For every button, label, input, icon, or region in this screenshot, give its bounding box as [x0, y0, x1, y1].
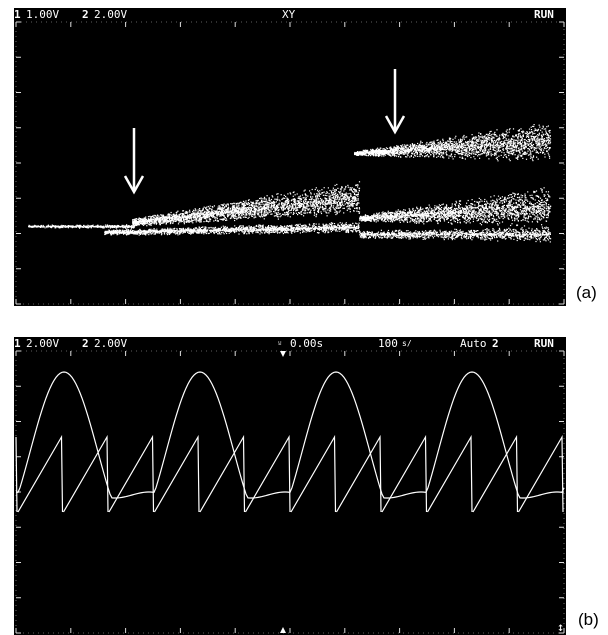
trigger-position-marker [280, 351, 286, 357]
panel-label-a: (a) [576, 283, 597, 303]
channel-2-trace [16, 437, 564, 512]
oscilloscope-screen-xy: 1 1.00V 2 2.00V XY RUN [14, 8, 566, 306]
oscilloscope-screen-time: 1 2.00V 2 2.00V ⸚ 0.00s 100 s/ Auto 2 RU… [14, 337, 566, 635]
panel-label-b: (b) [578, 610, 599, 630]
trigger-position-marker-bottom [280, 627, 286, 633]
time-plot-area: ↕ [14, 337, 566, 635]
scatter-cloud [28, 124, 551, 243]
arrow-bifurcation-2 [386, 69, 404, 132]
graticule [16, 22, 564, 304]
ground-marker: ↕ [557, 620, 564, 634]
graticule-frame [16, 22, 564, 304]
arrow-bifurcation-1 [125, 128, 143, 192]
xy-plot-area [14, 8, 566, 306]
